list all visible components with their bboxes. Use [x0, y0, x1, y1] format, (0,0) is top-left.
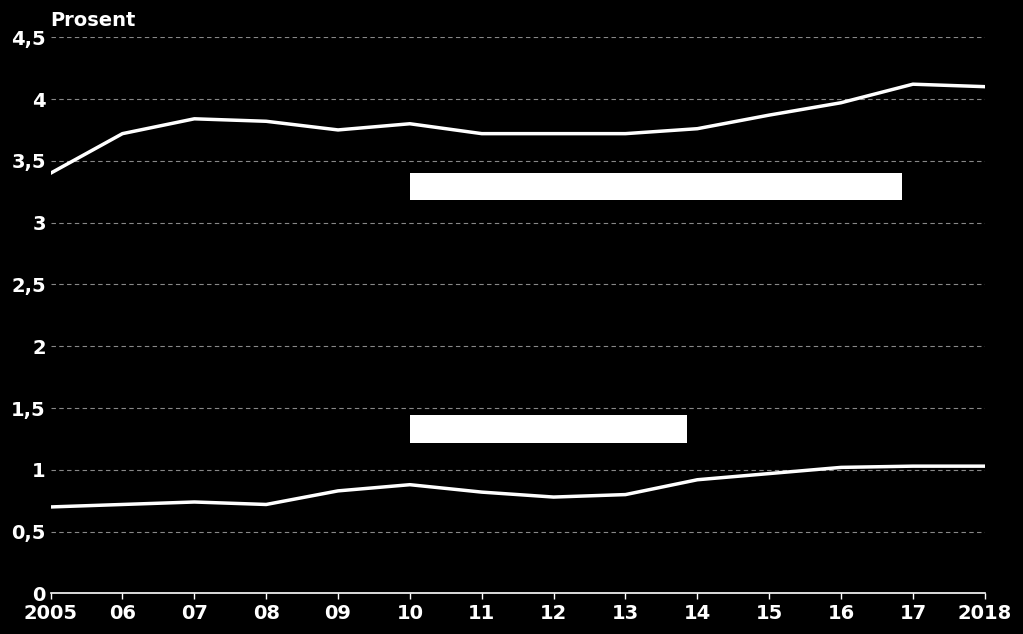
Bar [410, 415, 686, 443]
Bar [410, 173, 902, 200]
Text: Prosent: Prosent [50, 11, 136, 30]
